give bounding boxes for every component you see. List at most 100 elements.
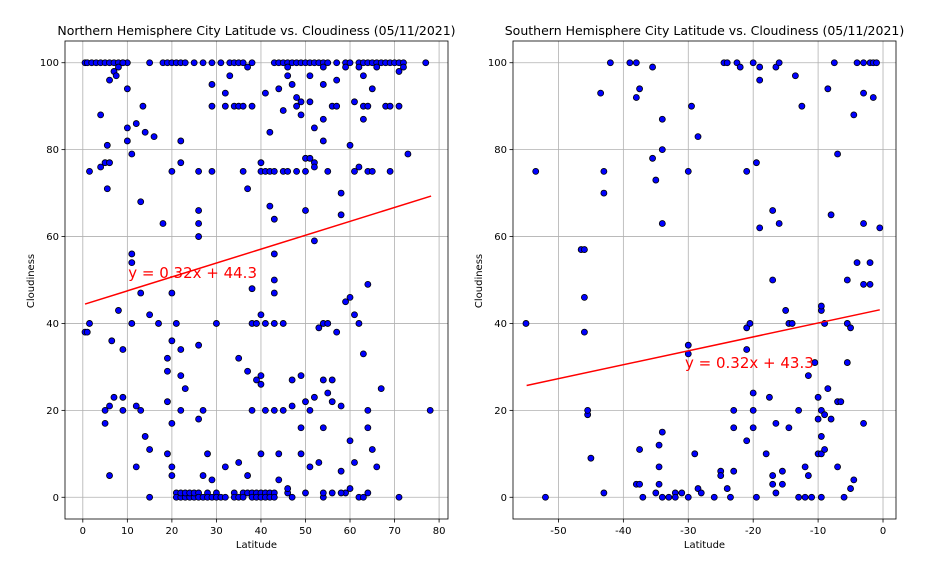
x-tick-label: -30 [680,526,696,537]
scatter-point [297,111,305,119]
scatter-point [850,476,858,484]
scatter-point [788,320,796,327]
scatter-point [168,167,176,175]
scatter-point [123,85,131,93]
southern-hemisphere-chart: Southern Hemisphere City Latitude vs. Cl… [474,23,904,551]
x-axis-label: Latitude [684,540,725,551]
y-axis-label: Cloudiness [26,254,37,308]
scatter-point [137,289,145,297]
scatter-point [86,167,93,175]
scatter-point [97,163,105,171]
scatter-point [795,493,803,501]
y-tick-label: 40 [494,319,507,330]
scatter-point [346,141,354,149]
scatter-point [146,311,154,319]
scatter-point [866,259,874,267]
scatter-point [319,115,327,123]
x-tick-label: 80 [433,526,446,537]
scatter-point [270,493,278,501]
scatter-point [785,424,793,432]
y-tick-label: 20 [494,406,507,417]
scatter-point [584,406,592,414]
y-tick-label: 0 [501,493,507,504]
scatter-point [208,102,216,110]
scatter-point [791,72,799,80]
scatter-point [355,163,363,171]
scatter-point [257,159,265,167]
scatter-point [678,489,686,497]
scatter-point [333,328,341,336]
scatter-point [266,128,274,136]
scatter-point [208,476,216,484]
scatter-point [723,485,731,492]
scatter-point [164,367,171,375]
scatter-point [195,207,203,214]
scatter-point [581,328,588,336]
scatter-point [355,63,363,71]
scatter-point [769,480,777,488]
scatter-point [817,433,825,440]
scatter-point [804,372,812,380]
scatter-point [542,493,549,501]
scatter-point [364,424,372,432]
y-tick-label: 20 [46,406,59,417]
scatter-point [876,224,884,232]
scatter-point [346,293,354,301]
scatter-point [337,467,345,475]
scatter-point [778,480,786,488]
scatter-point [270,167,278,175]
scatter-point [150,133,158,141]
scatter-point [769,207,777,214]
scatter-point [257,311,265,319]
scatter-point [132,402,140,410]
scatter-point [364,102,372,110]
scatter-point [221,493,229,501]
scatter-point [769,472,777,479]
scatter-point [128,320,136,327]
scatter-point [172,320,180,327]
scatter-point [103,185,111,193]
scatter-point [248,59,256,67]
scatter-point [199,59,207,67]
scatter-point [275,85,283,93]
scatter-point [581,246,588,253]
scatter-point [762,450,770,458]
scatter-point [814,393,822,401]
scatter-point [119,59,127,67]
scatter-point [847,485,854,492]
scatter-point [359,115,367,123]
x-tick-label: -50 [550,526,566,537]
scatter-point [730,424,738,432]
scatter-point [798,102,806,110]
scatter-point [395,102,403,110]
scatter-point [847,324,854,332]
scatter-point [655,480,663,488]
scatter-point [368,85,376,93]
x-tick-label: 40 [255,526,268,537]
scatter-point [128,250,136,258]
scatter-point [658,493,666,501]
scatter-point [275,450,283,458]
scatter-point [649,154,656,162]
scatter-point [302,489,309,497]
scatter-point [101,419,109,427]
x-tick-label: -40 [615,526,631,537]
scatter-point [112,72,120,80]
scatter-point [587,454,595,462]
scatter-point [804,472,812,479]
scatter-point [364,406,372,414]
scatter-point [297,424,305,432]
scatter-point [697,489,705,497]
scatter-point [270,289,278,297]
plot-frame [64,40,449,520]
scatter-point [860,280,867,288]
scatter-point [843,359,851,366]
scatter-point [257,380,265,388]
scatter-point [128,259,136,267]
scatter-point [319,63,327,71]
scatter-point [293,102,300,110]
x-tick-label: 30 [210,526,223,537]
scatter-point [636,480,643,488]
scatter-point [328,376,336,384]
scatter-point [860,220,867,227]
